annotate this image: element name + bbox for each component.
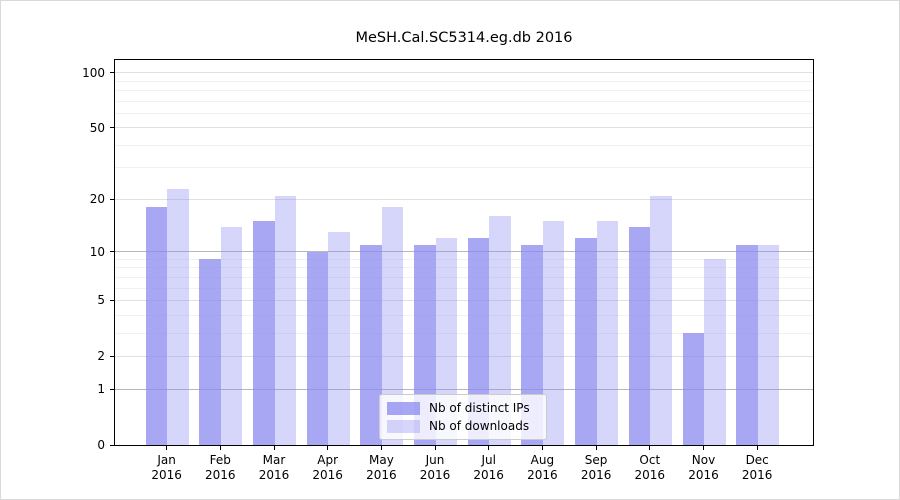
- y-tick-label-0: 0: [97, 438, 105, 452]
- bar-distinct-ips-jan: [145, 207, 168, 445]
- bar-downloads-jun: [435, 238, 457, 445]
- bar-distinct-ips-mar: [253, 221, 275, 445]
- y-tick-1: [110, 388, 114, 390]
- gridline-70: [115, 100, 813, 102]
- y-tick-0: [110, 444, 114, 446]
- x-tick-feb: [219, 446, 221, 450]
- gridline-8: [115, 267, 813, 269]
- x-tick-label-nov: Nov 2016: [688, 453, 719, 482]
- gridline-40: [115, 144, 813, 146]
- gridline-100: [115, 72, 813, 74]
- bar-downloads-nov: [704, 259, 726, 445]
- gridline-2: [115, 355, 813, 357]
- legend-label-downloads: Nb of downloads: [429, 419, 530, 433]
- x-tick-nov: [703, 446, 704, 450]
- bar-distinct-ips-apr: [306, 251, 329, 445]
- x-tick-label-jan: Jan 2016: [151, 453, 182, 482]
- y-tick-100: [110, 72, 114, 74]
- bar-downloads-dec: [757, 244, 780, 445]
- x-tick-label-jun: Jun 2016: [419, 453, 451, 482]
- gridline-90: [115, 80, 813, 82]
- y-tick-2: [110, 355, 114, 357]
- bar-distinct-ips-oct: [628, 226, 651, 445]
- bar-downloads-jan: [167, 188, 189, 445]
- x-tick-label-oct: Oct 2016: [634, 453, 666, 482]
- x-tick-label-jul: Jul 2016: [473, 453, 504, 482]
- gridline-5: [115, 299, 813, 301]
- legend-item-downloads: Nb of downloads: [387, 417, 538, 435]
- x-tick-oct: [649, 446, 651, 450]
- y-tick-5: [110, 299, 114, 301]
- plot-area: Nb of distinct IPs Nb of downloads: [114, 59, 814, 446]
- gridline-50: [115, 127, 813, 129]
- legend-swatch-distinct-ips: [387, 401, 420, 415]
- y-tick-label-10: 10: [89, 244, 105, 259]
- x-tick-dec: [756, 446, 758, 450]
- gridline-1: [115, 388, 813, 390]
- y-tick-label-2: 2: [97, 349, 105, 364]
- y-tick-20: [110, 198, 114, 200]
- y-tick-label-20: 20: [89, 192, 105, 207]
- gridline-4: [115, 314, 813, 316]
- gridline-7: [115, 276, 813, 278]
- x-tick-may: [380, 446, 382, 450]
- x-tick-mar: [273, 446, 275, 450]
- y-tick-label-50: 50: [89, 120, 105, 135]
- y-tick-label-5: 5: [97, 293, 105, 308]
- x-tick-apr: [327, 446, 329, 450]
- legend-label-distinct-ips: Nb of distinct IPs: [429, 401, 530, 415]
- gridline-9: [115, 258, 813, 260]
- bar-distinct-ips-may: [360, 244, 382, 445]
- x-tick-sep: [595, 446, 597, 450]
- x-tick-jan: [166, 446, 168, 450]
- bar-downloads-feb: [220, 226, 243, 445]
- gridline-10: [115, 251, 813, 252]
- gridline-30: [115, 167, 813, 169]
- bar-distinct-ips-jul: [467, 238, 490, 445]
- y-tick-label-1: 1: [97, 382, 105, 397]
- x-tick-label-feb: Feb 2016: [205, 453, 236, 482]
- legend: Nb of distinct IPs Nb of downloads: [379, 394, 547, 440]
- x-tick-aug: [541, 446, 543, 450]
- bar-downloads-jul: [489, 216, 511, 445]
- bar-downloads-sep: [596, 221, 619, 445]
- bar-downloads-aug: [542, 221, 565, 445]
- x-tick-label-apr: Apr 2016: [312, 453, 343, 482]
- y-tick-10: [110, 251, 114, 252]
- x-tick-label-mar: Mar 2016: [258, 453, 290, 482]
- bar-distinct-ips-dec: [736, 244, 758, 445]
- x-tick-label-may: May 2016: [366, 453, 397, 482]
- x-tick-jul: [488, 446, 490, 450]
- gridline-20: [115, 198, 813, 200]
- gridline-60: [115, 112, 813, 114]
- bar-distinct-ips-feb: [199, 259, 221, 445]
- x-tick-label-aug: Aug 2016: [527, 453, 558, 482]
- legend-item-distinct-ips: Nb of distinct IPs: [387, 399, 538, 417]
- y-tick-50: [110, 127, 114, 129]
- bar-distinct-ips-sep: [575, 238, 597, 445]
- bar-downloads-may: [381, 207, 404, 445]
- legend-swatch-downloads: [387, 419, 420, 433]
- bar-downloads-apr: [328, 232, 350, 445]
- gridline-6: [115, 287, 813, 289]
- bar-distinct-ips-nov: [682, 333, 704, 445]
- gridline-3: [115, 332, 813, 334]
- chart-title: MeSH.Cal.SC5314.eg.db 2016: [355, 30, 573, 46]
- x-tick-jun: [434, 446, 436, 450]
- gridline-80: [115, 89, 813, 91]
- x-tick-label-dec: Dec 2016: [741, 453, 773, 482]
- y-tick-label-100: 100: [82, 65, 105, 80]
- bar-downloads-mar: [274, 195, 296, 445]
- bar-downloads-oct: [650, 195, 672, 445]
- x-tick-label-sep: Sep 2016: [580, 453, 612, 482]
